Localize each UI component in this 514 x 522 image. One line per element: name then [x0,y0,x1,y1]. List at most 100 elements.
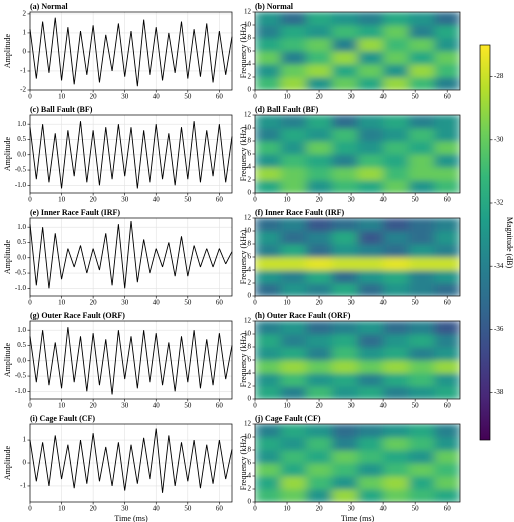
cell [280,141,307,155]
cell [383,334,410,348]
cell [434,167,460,181]
cell [255,64,282,78]
cell [280,51,307,65]
cell [280,283,307,296]
y-tick-label: 0 [23,48,27,56]
x-tick-label: 60 [444,196,452,204]
cell [383,231,410,245]
cell [331,476,358,490]
cell [331,489,358,502]
cell [280,115,307,129]
y-tick-label: 4 [248,369,252,377]
cell [255,360,282,374]
panel-title: (e) Inner Race Fault (IRF) [30,208,120,217]
cell [383,115,410,129]
cell [255,463,282,477]
x-tick-label: 20 [316,93,324,101]
y-tick-label: 4 [248,60,252,68]
cell [306,64,333,78]
cell [434,450,460,464]
cell [331,424,358,438]
y-tick-label: 0.5 [17,341,26,349]
x-tick-label: 0 [28,299,32,307]
cell [434,386,460,399]
cell [255,437,282,451]
cell [331,437,358,451]
cell [383,77,410,90]
colorbar-tick-label: -38 [494,388,504,396]
y-tick-label: -2 [20,86,26,94]
y-tick-label: 0 [23,459,27,467]
cell [280,167,307,181]
panel-title: (h) Outer Race Fault (ORF) [255,311,351,320]
cell [408,77,435,90]
cell [280,373,307,387]
y-tick-label: -1.0 [15,181,27,189]
cell [255,154,282,168]
spectrogram [255,218,460,296]
spectrogram-cells [255,321,460,399]
cell [434,270,460,284]
cell [255,373,282,387]
colorbar [479,44,491,441]
x-tick-label: 60 [216,196,224,204]
y-tick-label: 1.0 [17,120,26,128]
cell [306,476,333,490]
cell [331,283,358,296]
y-tick-label: 12 [244,420,252,428]
y-tick-label: 8 [248,446,252,454]
cell [306,128,333,142]
cell [408,244,435,258]
colorbar-label: Magnitude (dB) [505,217,514,269]
cell [434,25,460,39]
cell [383,437,410,451]
x-tick-label: 40 [380,93,388,101]
x-tick-label: 50 [184,196,192,204]
cell [434,437,460,451]
cell [331,64,358,78]
y-axis-label: Amplitude [3,342,12,377]
cell [306,180,333,193]
cell [383,154,410,168]
cell [255,347,282,361]
cell [408,12,435,26]
x-tick-label: 30 [348,402,356,410]
cell [306,386,333,399]
y-tick-label: 6 [248,150,252,158]
cell [408,283,435,296]
cell [331,463,358,477]
cell [408,437,435,451]
cell [434,115,460,129]
cell [306,257,333,271]
x-tick-label: 0 [253,196,257,204]
colorbar-tick-label: -34 [494,262,504,270]
y-tick-label: 12 [244,214,252,222]
axes-frame [29,217,233,297]
x-tick-label: 10 [284,93,292,101]
cell [357,270,384,284]
cell [280,77,307,90]
cell [255,77,282,90]
panel-title: (b) Normal [255,2,294,11]
cell [306,77,333,90]
panel-title: (i) Cage Fault (CF) [30,414,95,423]
cell [255,231,282,245]
cell [306,244,333,258]
axes-frame [29,114,233,194]
x-tick-label: 30 [121,402,129,410]
cell [306,25,333,39]
panel-title: (d) Ball Fault (BF) [255,105,319,114]
cell [331,231,358,245]
cell [255,141,282,155]
cell [408,154,435,168]
cell [331,244,358,258]
colorbar-tick-label: -28 [494,72,504,80]
x-tick-label: 20 [316,196,324,204]
cell [383,386,410,399]
x-tick-label: 0 [28,196,32,204]
cell [357,64,384,78]
cell [408,231,435,245]
cell [383,373,410,387]
cell [306,270,333,284]
